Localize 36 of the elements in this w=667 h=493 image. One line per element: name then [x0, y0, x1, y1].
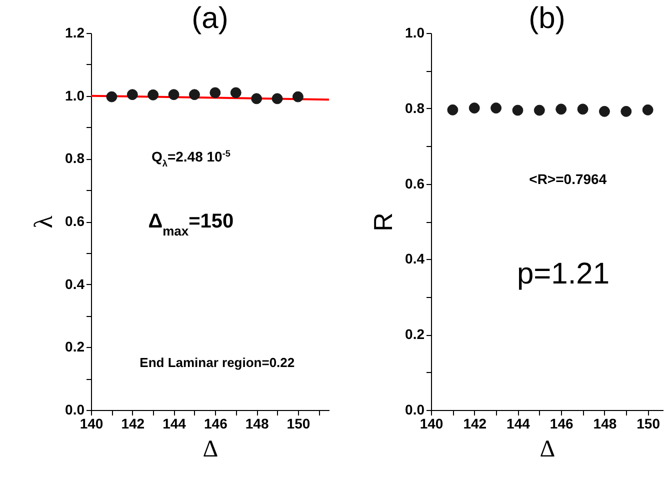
y-tick-label: 0.2	[405, 326, 425, 342]
x-tick-label: 144	[162, 416, 186, 432]
y-tick-label: 0.0	[65, 402, 85, 418]
x-tick-label: 150	[286, 416, 310, 432]
x-axis-title: Δ	[202, 436, 218, 462]
x-tick-label: 142	[121, 416, 145, 432]
x-tick-label: 150	[636, 416, 660, 432]
x-tick-label: 144	[506, 416, 530, 432]
y-tick-label: 1.2	[65, 24, 85, 40]
y-axis-title: R	[368, 212, 398, 232]
x-axis-title: Δ	[540, 436, 556, 462]
x-tick-label: 148	[245, 416, 269, 432]
y-tick-label: 0.4	[405, 250, 425, 267]
y-tick-label: 0.0	[405, 402, 425, 418]
y-tick-label: 0.8	[65, 150, 85, 166]
annotation: Q$_{λ}$=2.48 10$^{-5}$	[151, 148, 230, 168]
x-tick-label: 142	[463, 416, 487, 432]
annotation: <R>=0.7964	[529, 171, 607, 188]
y-tick-label: 0.8	[405, 100, 425, 116]
y-tick-label: 0.4	[65, 276, 85, 292]
y-axis-title: λ	[29, 215, 58, 228]
y-tick-label: 0.2	[65, 338, 85, 355]
x-tick-label: 140	[420, 416, 444, 432]
y-tick-label: 1.0	[405, 24, 425, 40]
annotation: p=1.21	[516, 257, 610, 290]
y-tick-label: 1.0	[65, 87, 85, 104]
y-tick-label: 0.6	[405, 175, 425, 192]
x-tick-label: 140	[80, 416, 104, 432]
chart-title: (b)	[528, 2, 566, 35]
x-tick-label: 146	[204, 416, 228, 432]
x-tick-label: 148	[593, 416, 617, 432]
chart-title: (a)	[192, 2, 228, 35]
annotation: Δ$_{max}$=150	[148, 210, 234, 238]
y-tick-label: 0.6	[65, 213, 85, 229]
annotation: End Laminar region=0.22	[140, 354, 295, 370]
x-tick-label: 146	[550, 416, 574, 432]
